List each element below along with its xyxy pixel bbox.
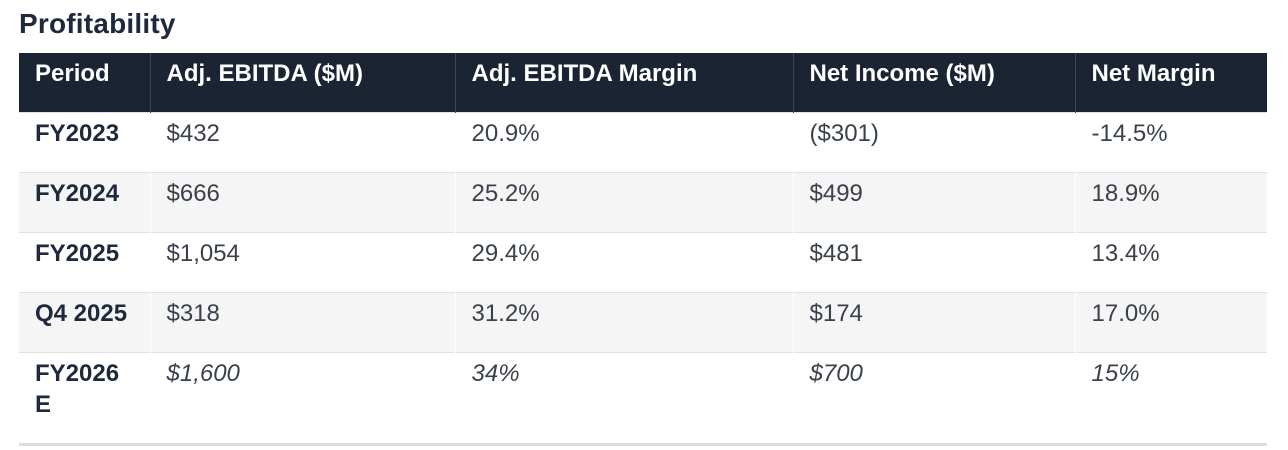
cell-adj-ebitda: $1,600 bbox=[149, 352, 455, 445]
cell-net-margin: 18.9% bbox=[1074, 172, 1267, 233]
table-row-fy2025: FY2025 $1,054 29.4% $481 13.4% bbox=[19, 232, 1267, 293]
column-header-net-margin: Net Margin bbox=[1074, 53, 1267, 113]
table-row-q4-2025: Q4 2025 $318 31.2% $174 17.0% bbox=[19, 292, 1267, 353]
cell-adj-ebitda: $1,054 bbox=[149, 232, 455, 293]
cell-period: FY2024 bbox=[35, 180, 120, 207]
page-title: Profitability bbox=[19, 8, 176, 39]
cell-net-margin: 15% bbox=[1074, 352, 1267, 445]
cell-adj-ebitda-margin: 20.9% bbox=[454, 112, 793, 173]
cell-period: Q4 2025 bbox=[35, 300, 128, 327]
column-header-net-income: Net Income ($M) bbox=[792, 53, 1075, 113]
cell-net-margin: -14.5% bbox=[1074, 112, 1267, 173]
table-row-fy2023: FY2023 $432 20.9% ($301) -14.5% bbox=[19, 112, 1267, 173]
cell-period: FY2025 bbox=[35, 240, 120, 267]
column-header-period: Period bbox=[19, 53, 150, 113]
profitability-table: Period Adj. EBITDA ($M) Adj. EBITDA Marg… bbox=[19, 53, 1267, 446]
table-header: Period Adj. EBITDA ($M) Adj. EBITDA Marg… bbox=[19, 53, 1267, 113]
cell-net-income: $700 bbox=[792, 352, 1075, 445]
cell-net-income: $174 bbox=[792, 292, 1075, 353]
cell-period: FY2026 E bbox=[35, 360, 120, 418]
cell-adj-ebitda-margin: 31.2% bbox=[454, 292, 793, 353]
cell-adj-ebitda: $432 bbox=[149, 112, 455, 173]
column-header-adj-ebitda: Adj. EBITDA ($M) bbox=[149, 53, 455, 113]
cell-net-income: ($301) bbox=[792, 112, 1075, 173]
cell-net-margin: 13.4% bbox=[1074, 232, 1267, 293]
cell-adj-ebitda-margin: 34% bbox=[454, 352, 793, 445]
table-row-fy2026e: FY2026 E $1,600 34% $700 15% bbox=[19, 352, 1267, 445]
cell-adj-ebitda-margin: 29.4% bbox=[454, 232, 793, 293]
column-header-adj-ebitda-margin: Adj. EBITDA Margin bbox=[454, 53, 793, 113]
cell-period: FY2023 bbox=[35, 120, 120, 147]
header-row: Period Adj. EBITDA ($M) Adj. EBITDA Marg… bbox=[19, 53, 1267, 113]
cell-adj-ebitda: $318 bbox=[149, 292, 455, 353]
cell-net-margin: 17.0% bbox=[1074, 292, 1267, 353]
cell-net-income: $481 bbox=[792, 232, 1075, 293]
cell-adj-ebitda: $666 bbox=[149, 172, 455, 233]
cell-adj-ebitda-margin: 25.2% bbox=[454, 172, 793, 233]
table-row-fy2024: FY2024 $666 25.2% $499 18.9% bbox=[19, 172, 1267, 233]
cell-net-income: $499 bbox=[792, 172, 1075, 233]
table-body: FY2023 $432 20.9% ($301) -14.5% FY2024 $… bbox=[19, 112, 1267, 445]
